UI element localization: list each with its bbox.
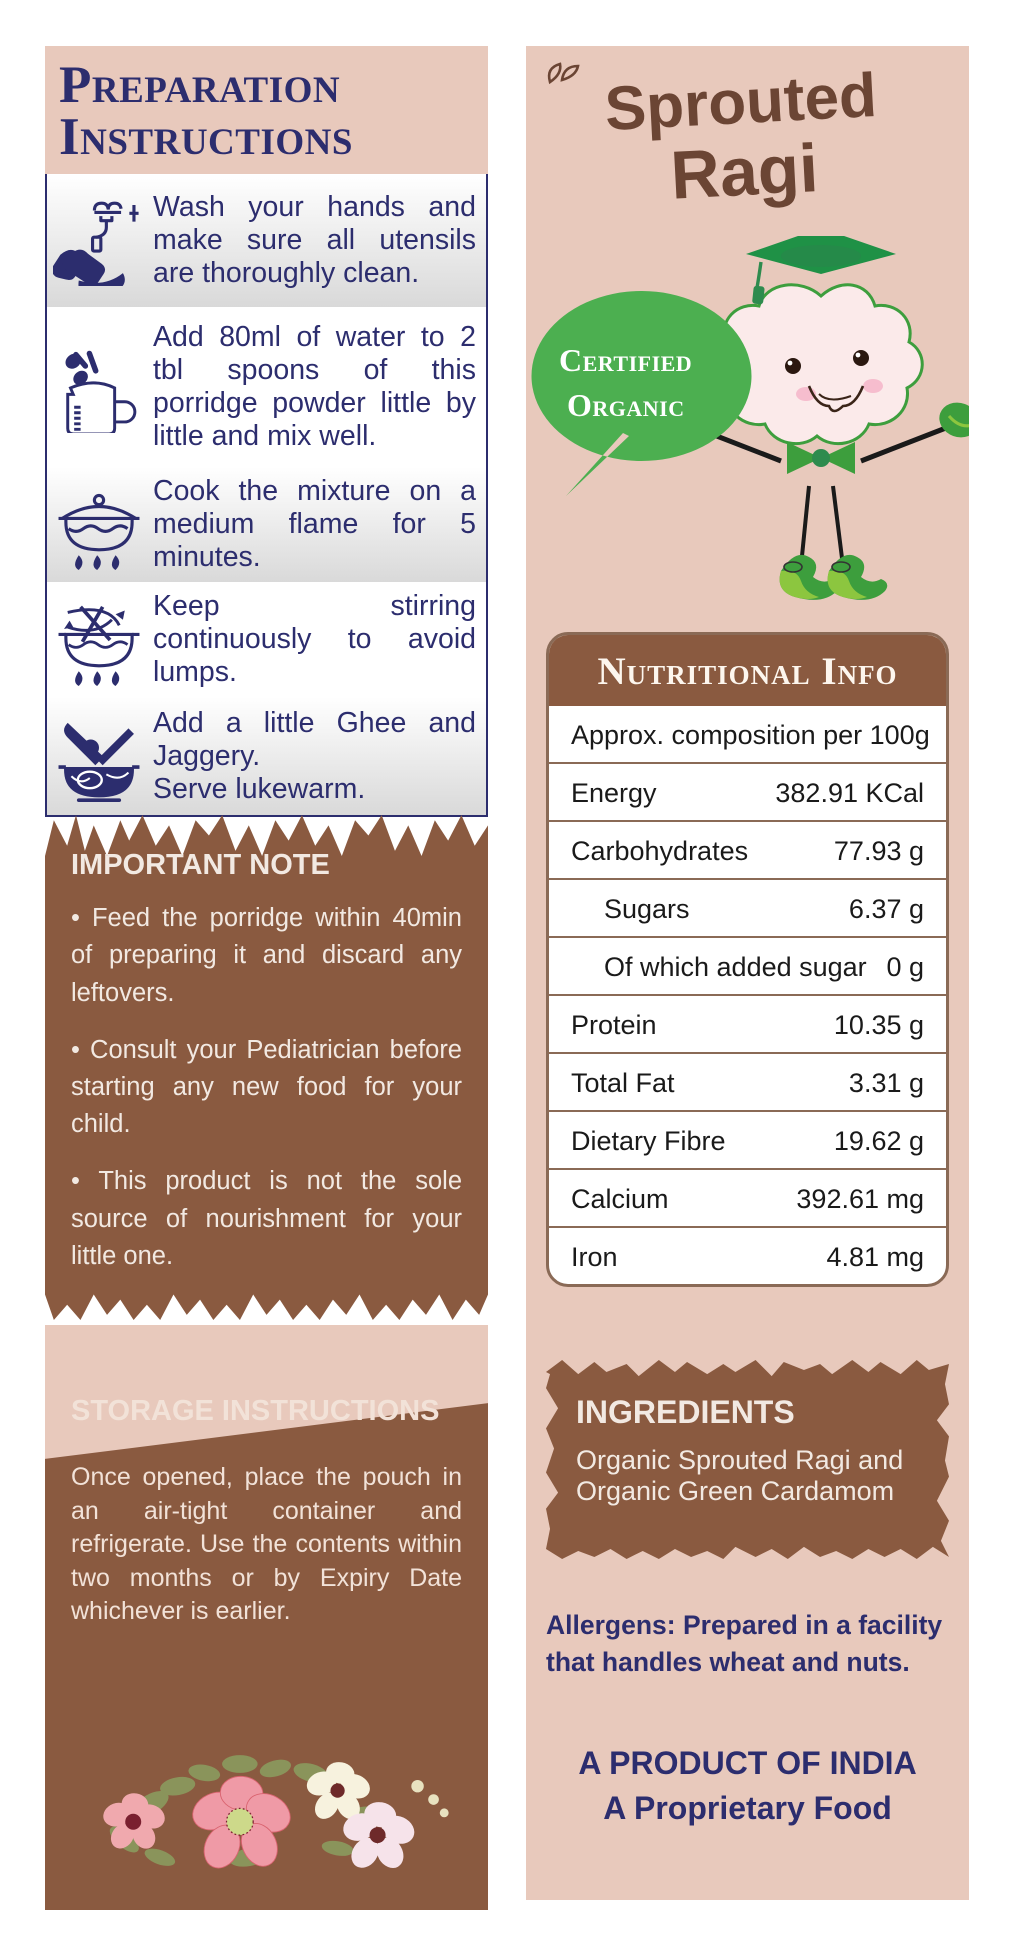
svg-text:Certified: Certified <box>559 342 692 378</box>
svg-text:Organic: Organic <box>567 387 685 423</box>
